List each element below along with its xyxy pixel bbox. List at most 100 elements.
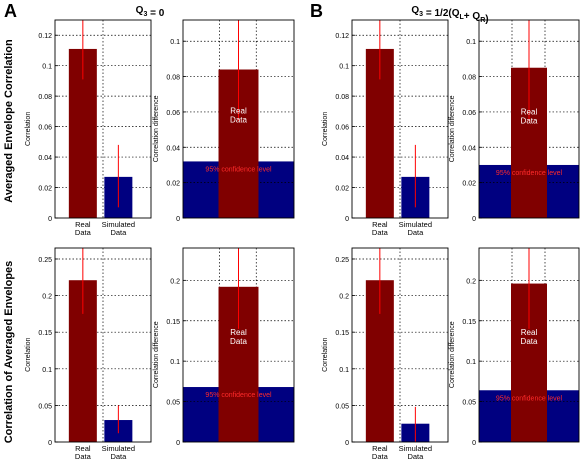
x-tick-label: Data xyxy=(407,452,424,461)
y-tick-label: 0.08 xyxy=(38,94,52,101)
y-tick-label: 0.1 xyxy=(466,39,476,46)
axes-frame xyxy=(478,19,580,219)
y-tick-label: 0.05 xyxy=(38,403,52,410)
x-tick-label: Real xyxy=(75,444,91,453)
y-axis-label: Correlation xyxy=(25,112,32,146)
y-tick-label: 0.2 xyxy=(42,294,52,301)
y-tick-label: 0.04 xyxy=(335,155,349,162)
row-label-2: Correlation of Averaged Envelopes xyxy=(3,261,15,444)
x-tick-label: Real xyxy=(372,444,388,453)
y-tick-label: 0.12 xyxy=(335,33,349,40)
y-tick-label: 0.04 xyxy=(166,145,180,152)
bar-label: Real xyxy=(230,328,247,337)
y-tick-label: 0.25 xyxy=(335,257,349,264)
y-tick-label: 0.15 xyxy=(166,319,180,326)
y-tick-label: 0 xyxy=(176,216,180,223)
y-tick-label: 0.06 xyxy=(335,125,349,132)
y-tick-label: 0.04 xyxy=(38,155,52,162)
subplot-b-row1-correlation: 00.020.040.060.080.10.12RealDataSimulate… xyxy=(322,19,449,237)
bar-label: Data xyxy=(521,337,538,346)
x-tick-label: Data xyxy=(110,228,127,237)
column-title-b: Q3 = 1/2(QL+ QR) xyxy=(411,5,488,25)
y-tick-label: 0.05 xyxy=(335,403,349,410)
y-tick-label: 0 xyxy=(48,216,52,223)
y-axis-label: Correlation difference xyxy=(449,95,456,162)
y-tick-label: 0.08 xyxy=(462,75,476,82)
bar-label: Real xyxy=(521,107,538,116)
x-tick-label: Simulated xyxy=(102,444,135,453)
y-tick-label: 0.02 xyxy=(462,181,476,188)
y-tick-label: 0.06 xyxy=(166,110,180,117)
y-tick-label: 0.2 xyxy=(339,294,349,301)
y-tick-label: 0.06 xyxy=(462,110,476,117)
x-tick-label: Simulated xyxy=(399,444,432,453)
y-axis-label: Correlation xyxy=(25,337,32,371)
y-tick-label: 0.05 xyxy=(462,400,476,407)
y-tick-label: 0.1 xyxy=(42,64,52,71)
column-title-a: Q3 = 0 xyxy=(136,5,165,19)
y-tick-label: 0.15 xyxy=(38,330,52,337)
y-axis-label: Correlation difference xyxy=(449,321,456,388)
y-tick-label: 0.02 xyxy=(38,186,52,193)
y-tick-label: 0 xyxy=(472,440,476,447)
x-tick-label: Data xyxy=(372,452,389,461)
y-tick-label: 0.15 xyxy=(462,319,476,326)
y-tick-label: 0.1 xyxy=(339,64,349,71)
y-tick-label: 0.05 xyxy=(166,400,180,407)
y-axis-label: Correlation difference xyxy=(153,95,160,162)
y-tick-label: 0.06 xyxy=(38,125,52,132)
axes-frame xyxy=(54,247,152,443)
y-axis-label: Correlation xyxy=(322,112,329,146)
axes-frame xyxy=(182,247,295,443)
confidence-label: 95% confidence level xyxy=(496,395,563,402)
subplot-a-row1-correlation: 00.020.040.060.080.10.12RealDataSimulate… xyxy=(25,19,152,237)
confidence-label: 95% confidence level xyxy=(205,392,272,399)
y-tick-label: 0.1 xyxy=(42,367,52,374)
bar-label: Data xyxy=(230,115,247,124)
subplot-a-row2-correlation: 00.050.10.150.20.25RealDataSimulatedData… xyxy=(25,247,152,461)
bar-label: Real xyxy=(230,106,247,115)
x-tick-label: Data xyxy=(372,228,389,237)
x-tick-label: Data xyxy=(75,228,92,237)
x-tick-label: Real xyxy=(372,220,388,229)
y-tick-label: 0.1 xyxy=(466,359,476,366)
y-tick-label: 0.15 xyxy=(335,330,349,337)
y-tick-label: 0 xyxy=(345,440,349,447)
axes-frame xyxy=(351,19,449,219)
bar-label: Real xyxy=(521,328,538,337)
y-tick-label: 0 xyxy=(345,216,349,223)
bar-label: Data xyxy=(230,337,247,346)
axes-frame xyxy=(351,247,449,443)
y-tick-label: 0.1 xyxy=(170,359,180,366)
x-tick-label: Simulated xyxy=(102,220,135,229)
y-tick-label: 0.2 xyxy=(466,278,476,285)
confidence-label: 95% confidence level xyxy=(496,170,563,177)
panel-letter-b: B xyxy=(310,1,323,21)
y-axis-label: Correlation xyxy=(322,337,329,371)
x-tick-label: Data xyxy=(407,228,424,237)
row-label-1: Averaged Envelope Correlation xyxy=(3,39,15,203)
y-tick-label: 0.1 xyxy=(339,367,349,374)
axes-frame xyxy=(478,247,580,443)
y-tick-label: 0.1 xyxy=(170,39,180,46)
x-tick-label: Data xyxy=(110,452,127,461)
y-tick-label: 0.25 xyxy=(38,257,52,264)
y-tick-label: 0.02 xyxy=(335,186,349,193)
x-tick-label: Simulated xyxy=(399,220,432,229)
confidence-label: 95% confidence level xyxy=(205,166,272,173)
x-tick-label: Real xyxy=(75,220,91,229)
axes-frame xyxy=(54,19,152,219)
y-tick-label: 0 xyxy=(48,440,52,447)
panel-letter-a: A xyxy=(4,1,17,21)
y-tick-label: 0.04 xyxy=(462,145,476,152)
y-tick-label: 0.2 xyxy=(170,278,180,285)
y-tick-label: 0.12 xyxy=(38,33,52,40)
subplot-b-row2-correlation: 00.050.10.150.20.25RealDataSimulatedData… xyxy=(322,247,449,461)
y-tick-label: 0 xyxy=(176,440,180,447)
y-tick-label: 0.08 xyxy=(335,94,349,101)
